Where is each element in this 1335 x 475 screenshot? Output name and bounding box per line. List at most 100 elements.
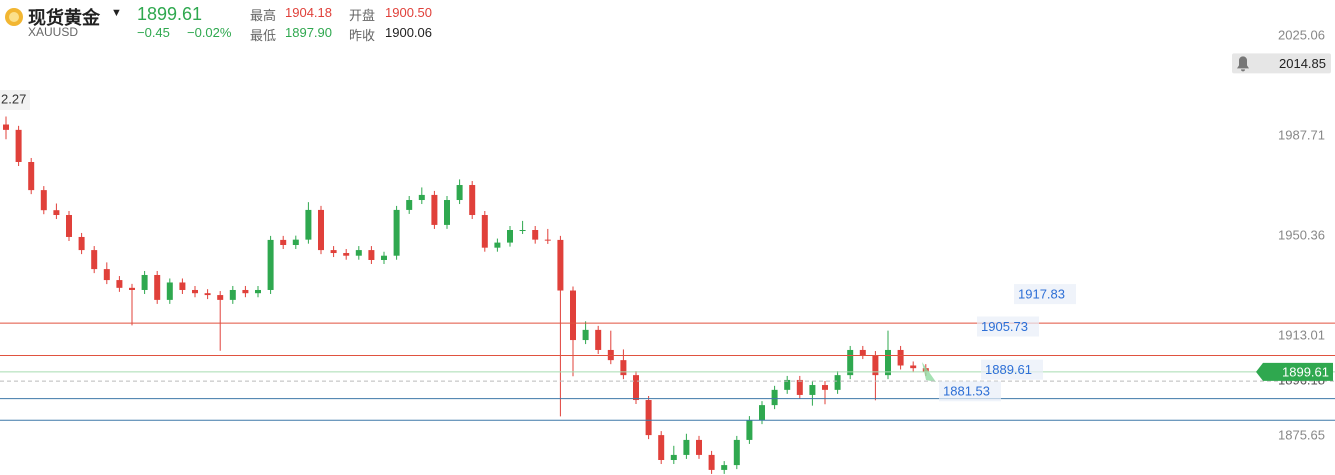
candle-body — [154, 274, 161, 300]
level-label: 1917.83 — [1018, 287, 1065, 302]
price-tag — [1256, 362, 1333, 381]
candle-body — [759, 405, 765, 421]
candle-body — [305, 209, 312, 240]
candle-body — [40, 190, 47, 211]
candle-body — [595, 329, 602, 350]
candle-body — [129, 287, 135, 290]
change: −0.45 — [137, 25, 170, 40]
level-label-bg — [977, 316, 1039, 337]
candle-body — [708, 454, 715, 470]
gold-icon — [5, 8, 23, 26]
candle-body — [406, 200, 413, 210]
candle-body — [645, 400, 652, 436]
candle-body — [116, 280, 123, 288]
candle-body — [733, 439, 740, 466]
candle-body — [280, 239, 287, 245]
candle-body — [721, 465, 728, 470]
candle-body — [834, 375, 841, 390]
left-label: 2.27 — [1, 91, 26, 106]
candle-body — [15, 129, 22, 162]
prev-close: 1900.06 — [385, 25, 432, 40]
candle-body — [368, 250, 375, 260]
candle-body — [582, 329, 589, 341]
candle-body — [633, 375, 639, 401]
candle-body — [519, 230, 526, 232]
y-tick-label: 1987.71 — [1278, 127, 1325, 142]
level-label-bg — [981, 359, 1043, 380]
candle-body — [418, 194, 425, 201]
y-tick-label: 2025.06 — [1278, 27, 1325, 42]
y-tick-label: 1913.01 — [1278, 327, 1325, 342]
price-tag-label: 1899.61 — [1282, 364, 1329, 379]
candle-body — [784, 379, 791, 390]
candle-body — [872, 355, 879, 376]
candle-body — [179, 282, 186, 290]
level-label: 1905.73 — [981, 319, 1028, 334]
candle-body — [570, 290, 576, 341]
candle-body — [28, 161, 35, 191]
candle-body — [897, 349, 904, 366]
candle-body — [670, 454, 677, 461]
candle-body — [557, 239, 564, 291]
open: 1900.50 — [385, 5, 432, 20]
candle-body — [494, 242, 501, 248]
candle-body — [91, 250, 98, 270]
level-label: 1889.61 — [985, 362, 1032, 377]
left-label-bg — [0, 90, 30, 110]
candle-body — [431, 194, 438, 225]
candle-body — [910, 365, 917, 369]
price: 1899.61 — [137, 4, 203, 24]
candle-body — [204, 293, 211, 296]
candle-body — [242, 289, 249, 294]
high: 1904.18 — [285, 5, 332, 20]
candle-body — [796, 379, 803, 395]
candle-body — [3, 124, 9, 130]
alert-label: 2014.85 — [1279, 56, 1326, 71]
candle-body — [683, 439, 690, 455]
low-label: 最低 — [250, 28, 277, 43]
open-label: 开盘 — [349, 8, 376, 23]
candle-body — [658, 435, 665, 461]
candle-body — [822, 385, 828, 390]
candle-body — [343, 253, 350, 256]
candle-body — [381, 255, 387, 260]
candle-body — [481, 215, 488, 248]
candle-body — [53, 210, 60, 216]
candle-body — [318, 209, 324, 251]
candle-body — [469, 185, 476, 216]
candle-body — [192, 289, 198, 294]
candle-body — [847, 349, 854, 376]
change-pct: −0.02% — [187, 25, 232, 40]
candle-body — [166, 282, 173, 300]
candle-body — [885, 349, 891, 376]
level-label-bg — [939, 381, 1001, 402]
dropdown[interactable]: ▼ — [111, 7, 122, 19]
candle-body — [78, 236, 85, 251]
alert-bg — [1232, 53, 1331, 74]
candle-body — [809, 385, 816, 395]
candle-body — [532, 230, 539, 240]
level-label: 1881.53 — [943, 384, 990, 399]
y-tick-label: 1875.65 — [1278, 427, 1325, 442]
candle-body — [393, 209, 400, 256]
prev-label: 昨收 — [349, 28, 376, 43]
candle-body — [771, 389, 778, 406]
y-tick-label: 1950.36 — [1278, 227, 1325, 242]
candle-body — [746, 420, 753, 440]
candle-body — [141, 274, 148, 290]
name: 现货黄金 — [28, 8, 100, 28]
candle-body — [456, 185, 463, 201]
candle-body — [859, 349, 866, 356]
candle-body — [255, 289, 261, 294]
bell-icon — [1237, 56, 1249, 72]
symbol: XAUUSD — [28, 25, 79, 39]
candle-body — [267, 239, 274, 290]
candle-body — [444, 200, 450, 225]
candle-body — [66, 215, 72, 237]
high-label: 最高 — [250, 8, 277, 23]
candle-body — [355, 250, 362, 256]
candle-body — [696, 439, 702, 455]
candle-body — [292, 239, 299, 245]
